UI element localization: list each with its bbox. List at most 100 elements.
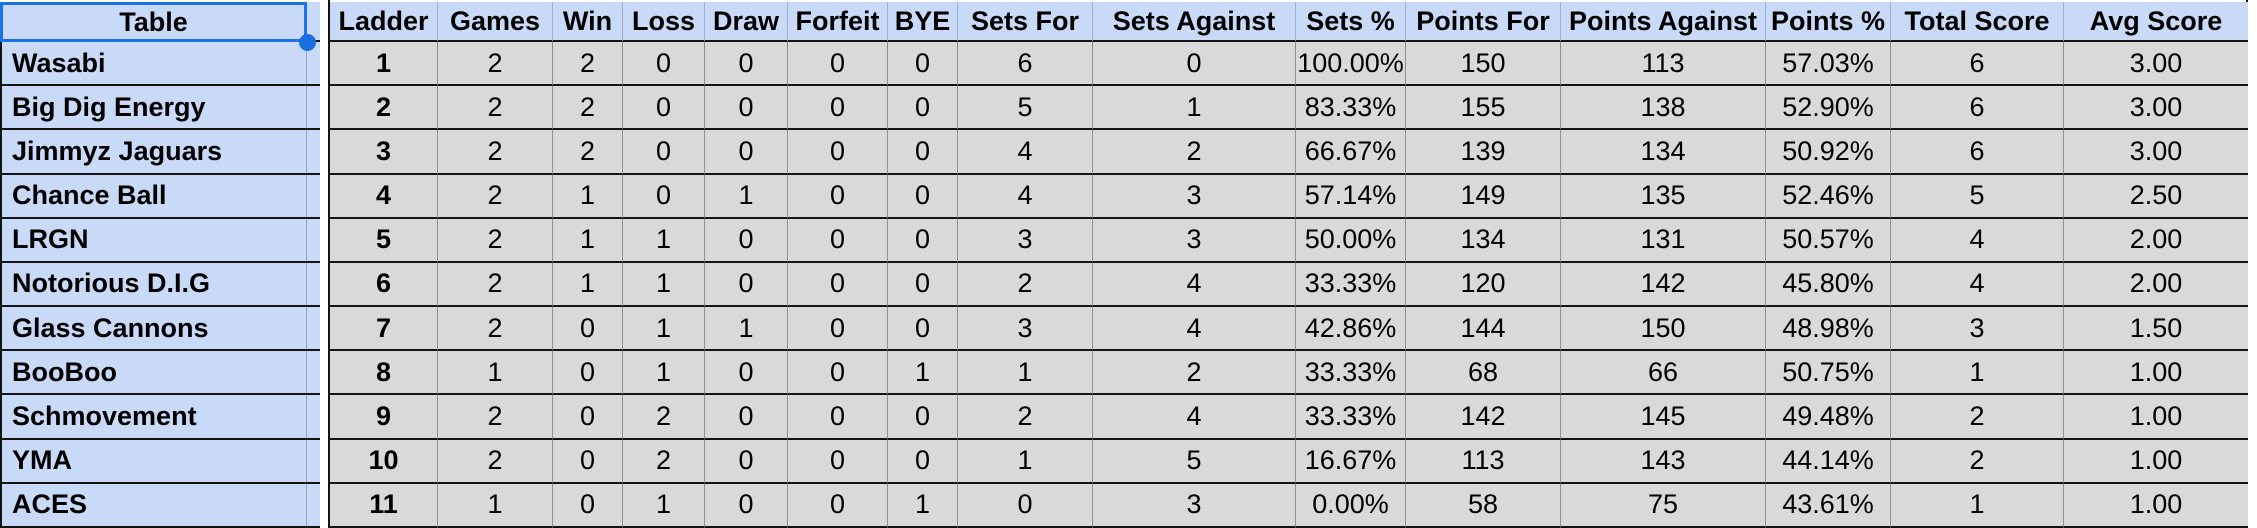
- team-cell[interactable]: BooBoo: [0, 351, 320, 396]
- table-cell[interactable]: 4: [957, 174, 1092, 219]
- table-cell[interactable]: 1.50: [2063, 307, 2248, 352]
- table-cell[interactable]: 0: [622, 86, 704, 131]
- table-cell[interactable]: 3.00: [2063, 86, 2248, 131]
- table-cell[interactable]: 2: [437, 307, 552, 352]
- table-cell[interactable]: 1: [552, 218, 622, 263]
- table-cell[interactable]: 0: [704, 351, 787, 396]
- table-cell[interactable]: 2: [437, 262, 552, 308]
- team-cell[interactable]: ACES: [0, 483, 320, 528]
- table-cell[interactable]: 33.33%: [1295, 395, 1405, 440]
- table-cell[interactable]: 0: [704, 42, 787, 87]
- table-cell[interactable]: 0: [787, 218, 887, 263]
- table-cell[interactable]: 5: [330, 218, 437, 263]
- table-cell[interactable]: 0: [787, 86, 887, 131]
- table-cell[interactable]: 0: [552, 307, 622, 352]
- table-cell[interactable]: 2.00: [2063, 218, 2248, 263]
- table-cell[interactable]: 0: [704, 86, 787, 131]
- table-cell[interactable]: 1: [704, 174, 787, 219]
- table-cell[interactable]: 6: [1890, 130, 2063, 175]
- table-cell[interactable]: 0: [552, 395, 622, 440]
- table-cell[interactable]: 100.00%: [1295, 42, 1405, 87]
- table-cell[interactable]: 139: [1405, 130, 1560, 175]
- table-cell[interactable]: 0: [887, 130, 957, 175]
- table-cell[interactable]: 138: [1560, 86, 1765, 131]
- table-cell[interactable]: 1.00: [2063, 439, 2248, 484]
- table-cell[interactable]: 134: [1405, 218, 1560, 263]
- table-cell[interactable]: 0: [622, 174, 704, 219]
- table-cell[interactable]: 11: [330, 483, 437, 528]
- table-cell[interactable]: 0: [704, 483, 787, 528]
- table-cell[interactable]: 0: [957, 483, 1092, 528]
- table-cell[interactable]: 43.61%: [1765, 483, 1890, 528]
- table-cell[interactable]: 4: [1890, 218, 2063, 263]
- table-cell[interactable]: 4: [1092, 307, 1295, 352]
- table-cell[interactable]: 1: [1890, 351, 2063, 396]
- table-cell[interactable]: 2: [1890, 395, 2063, 440]
- column-header-avg-score[interactable]: Avg Score: [2063, 2, 2248, 42]
- table-cell[interactable]: 7: [330, 307, 437, 352]
- table-cell[interactable]: 134: [1560, 130, 1765, 175]
- column-header-forfeit[interactable]: Forfeit: [787, 2, 887, 42]
- table-cell[interactable]: 143: [1560, 439, 1765, 484]
- selected-corner-cell[interactable]: Table: [0, 2, 307, 42]
- table-cell[interactable]: 2: [437, 395, 552, 440]
- table-cell[interactable]: 1: [622, 483, 704, 528]
- table-cell[interactable]: 145: [1560, 395, 1765, 440]
- table-cell[interactable]: 3: [957, 218, 1092, 263]
- team-cell[interactable]: Big Dig Energy: [0, 86, 320, 131]
- table-cell[interactable]: 2: [330, 86, 437, 131]
- table-cell[interactable]: 1: [704, 307, 787, 352]
- table-cell[interactable]: 150: [1405, 42, 1560, 87]
- table-cell[interactable]: 0: [552, 351, 622, 396]
- table-cell[interactable]: 2: [1092, 130, 1295, 175]
- table-cell[interactable]: 150: [1560, 307, 1765, 352]
- table-cell[interactable]: 9: [330, 395, 437, 440]
- table-cell[interactable]: 0: [787, 439, 887, 484]
- table-cell[interactable]: 0: [887, 218, 957, 263]
- table-cell[interactable]: 2: [622, 395, 704, 440]
- table-cell[interactable]: 0: [887, 395, 957, 440]
- table-cell[interactable]: 6: [330, 262, 437, 308]
- table-cell[interactable]: 1: [1092, 86, 1295, 131]
- table-cell[interactable]: 0: [704, 439, 787, 484]
- table-cell[interactable]: 2: [1890, 439, 2063, 484]
- table-cell[interactable]: 0: [787, 130, 887, 175]
- column-header-points-against[interactable]: Points Against: [1560, 2, 1765, 42]
- table-cell[interactable]: 2.50: [2063, 174, 2248, 219]
- table-cell[interactable]: 58: [1405, 483, 1560, 528]
- table-cell[interactable]: 1: [622, 218, 704, 263]
- table-cell[interactable]: 2: [957, 395, 1092, 440]
- table-cell[interactable]: 2: [437, 42, 552, 87]
- table-cell[interactable]: 0.00%: [1295, 483, 1405, 528]
- table-cell[interactable]: 0: [552, 483, 622, 528]
- table-cell[interactable]: 1: [437, 483, 552, 528]
- column-header-total-score[interactable]: Total Score: [1890, 2, 2063, 42]
- table-cell[interactable]: 1: [957, 351, 1092, 396]
- table-cell[interactable]: 155: [1405, 86, 1560, 131]
- team-cell[interactable]: LRGN: [0, 218, 320, 263]
- column-header-sets-for[interactable]: Sets For: [957, 2, 1092, 42]
- table-cell[interactable]: 48.98%: [1765, 307, 1890, 352]
- table-cell[interactable]: 0: [787, 174, 887, 219]
- table-cell[interactable]: 0: [622, 130, 704, 175]
- column-header-sets-against[interactable]: Sets Against: [1092, 2, 1295, 42]
- table-cell[interactable]: 1: [330, 42, 437, 87]
- table-cell[interactable]: 0: [887, 174, 957, 219]
- table-cell[interactable]: 2: [437, 130, 552, 175]
- table-cell[interactable]: 1: [622, 307, 704, 352]
- table-cell[interactable]: 33.33%: [1295, 262, 1405, 308]
- table-cell[interactable]: 3.00: [2063, 42, 2248, 87]
- table-cell[interactable]: 1: [957, 439, 1092, 484]
- table-cell[interactable]: 42.86%: [1295, 307, 1405, 352]
- table-cell[interactable]: 83.33%: [1295, 86, 1405, 131]
- table-cell[interactable]: 3.00: [2063, 130, 2248, 175]
- table-cell[interactable]: 4: [1092, 262, 1295, 308]
- table-cell[interactable]: 50.57%: [1765, 218, 1890, 263]
- table-cell[interactable]: 3: [1092, 483, 1295, 528]
- column-header-ladder[interactable]: Ladder: [330, 2, 437, 42]
- team-cell[interactable]: Glass Cannons: [0, 307, 320, 352]
- table-cell[interactable]: 52.46%: [1765, 174, 1890, 219]
- table-cell[interactable]: 0: [787, 351, 887, 396]
- table-cell[interactable]: 1: [887, 351, 957, 396]
- column-header-sets-[interactable]: Sets %: [1295, 2, 1405, 42]
